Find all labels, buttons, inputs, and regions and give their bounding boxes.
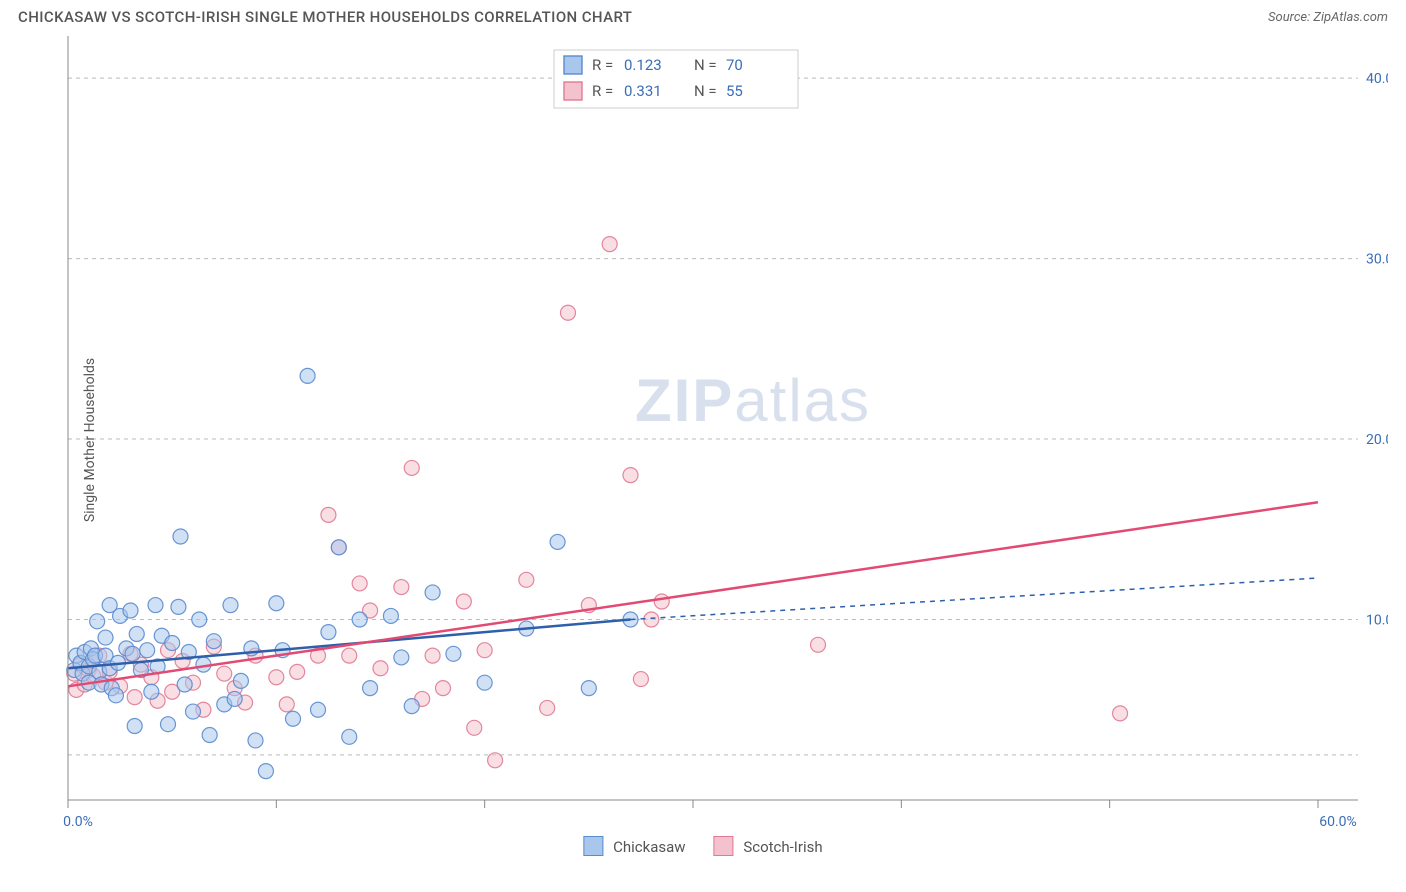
svg-text:ZIPatlas: ZIPatlas (635, 367, 871, 434)
svg-text:30.0%: 30.0% (1366, 252, 1388, 268)
svg-text:0.0%: 0.0% (63, 814, 93, 830)
svg-text:N =: N = (694, 56, 717, 74)
legend-label-scotch-irish: Scotch-Irish (743, 838, 822, 856)
svg-text:60.0%: 60.0% (1319, 814, 1357, 830)
svg-text:40.0%: 40.0% (1366, 71, 1388, 87)
swatch-chickasaw (583, 836, 603, 856)
svg-text:70: 70 (726, 56, 743, 74)
legend-label-chickasaw: Chickasaw (613, 838, 685, 856)
svg-text:20.0%: 20.0% (1366, 432, 1388, 448)
chart-header: CHICKASAW VS SCOTCH-IRISH SINGLE MOTHER … (0, 0, 1406, 30)
svg-text:10.0%: 10.0% (1366, 613, 1388, 629)
svg-text:R =: R = (592, 56, 613, 74)
svg-text:R =: R = (592, 82, 613, 100)
scatter-chart-svg: ZIPatlas 0.0% 60.0% 10.0% 20.0% 30.0% 40.0% R =… (18, 30, 1388, 850)
svg-text:55: 55 (726, 82, 743, 100)
bottom-legend: Chickasaw Scotch-Irish (583, 836, 822, 856)
chart-title: CHICKASAW VS SCOTCH-IRISH SINGLE MOTHER … (18, 8, 632, 26)
legend-item-chickasaw: Chickasaw (583, 836, 685, 856)
source-label: Source: ZipAtlas.com (1268, 10, 1388, 25)
svg-text:0.123: 0.123 (624, 56, 662, 74)
y-axis-label: Single Mother Households (82, 358, 98, 522)
swatch-scotch-irish (714, 836, 734, 856)
chart-area: Single Mother Households ZIPatlas 0.0% 60.… (18, 30, 1388, 850)
svg-text:0.331: 0.331 (624, 82, 662, 100)
svg-text:N =: N = (694, 82, 717, 100)
legend-item-scotch-irish: Scotch-Irish (714, 836, 823, 856)
